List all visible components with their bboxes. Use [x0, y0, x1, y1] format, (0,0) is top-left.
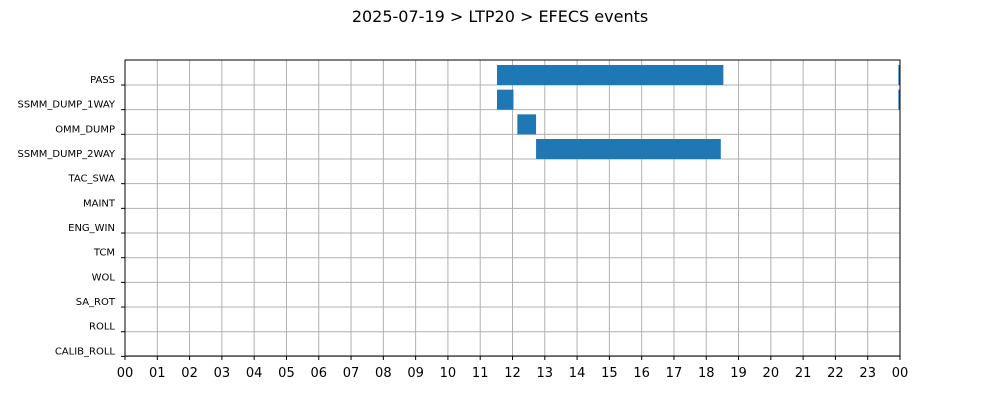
event-bar-omm-dump [517, 114, 537, 135]
y-tick-label: TCM [93, 248, 115, 259]
bars [497, 65, 900, 160]
x-tick-label: 16 [633, 366, 650, 381]
y-tick-label: CALIB_ROLL [55, 346, 116, 357]
event-bar-pass [898, 65, 900, 85]
x-tick-label: 11 [472, 366, 489, 381]
event-bar-pass [497, 65, 724, 85]
y-tick-label: SA_ROT [76, 297, 116, 308]
x-tick-label: 01 [149, 366, 166, 381]
x-tick-label: 20 [763, 366, 780, 381]
y-tick-label: SSMM_DUMP_1WAY [17, 100, 115, 111]
x-tick-label: 02 [181, 366, 198, 381]
y-tick-label: OMM_DUMP [55, 124, 115, 135]
x-tick-label: 00 [117, 366, 134, 381]
event-bar-ssmm-dump-1way [497, 89, 514, 110]
y-tick-label: ENG_WIN [68, 223, 115, 234]
x-tick-label: 00 [892, 366, 909, 381]
chart-title: 2025-07-19 > LTP20 > EFECS events [352, 7, 648, 26]
event-bar-ssmm-dump-2way [536, 139, 721, 160]
x-tick-label: 19 [730, 366, 747, 381]
y-tick-label: MAINT [83, 198, 116, 209]
y-tick-label: SSMM_DUMP_2WAY [17, 149, 115, 160]
x-tick-label: 08 [375, 366, 392, 381]
x-tick-label: 14 [569, 366, 586, 381]
y-tick-label: TAC_SWA [67, 174, 115, 185]
x-tick-label: 23 [859, 366, 876, 381]
x-axis: 00 01 02 03 04 05 06 07 08 09 10 11 12 13 14 15 16 17 18 19… [117, 356, 909, 381]
x-tick-label: 18 [698, 366, 715, 381]
event-bar-ssmm-dump-1way [898, 89, 900, 110]
x-tick-label: 06 [310, 366, 327, 381]
x-tick-label: 10 [440, 366, 457, 381]
x-tick-label: 03 [214, 366, 231, 381]
y-axis: PASS SSMM_DUMP_1WAY OMM_DUMP SSMM_DUMP_2WAY… [17, 75, 125, 357]
x-tick-label: 04 [246, 366, 263, 381]
x-tick-label: 21 [795, 366, 812, 381]
x-tick-label: 07 [343, 366, 360, 381]
y-tick-label: WOL [92, 272, 116, 283]
x-tick-label: 09 [407, 366, 424, 381]
x-tick-label: 05 [278, 366, 295, 381]
x-tick-label: 22 [827, 366, 844, 381]
x-tick-label: 12 [504, 366, 521, 381]
y-tick-label: PASS [90, 75, 115, 86]
x-tick-label: 13 [537, 366, 554, 381]
x-tick-label: 15 [601, 366, 618, 381]
y-tick-label: ROLL [89, 322, 115, 333]
x-tick-label: 17 [666, 366, 683, 381]
